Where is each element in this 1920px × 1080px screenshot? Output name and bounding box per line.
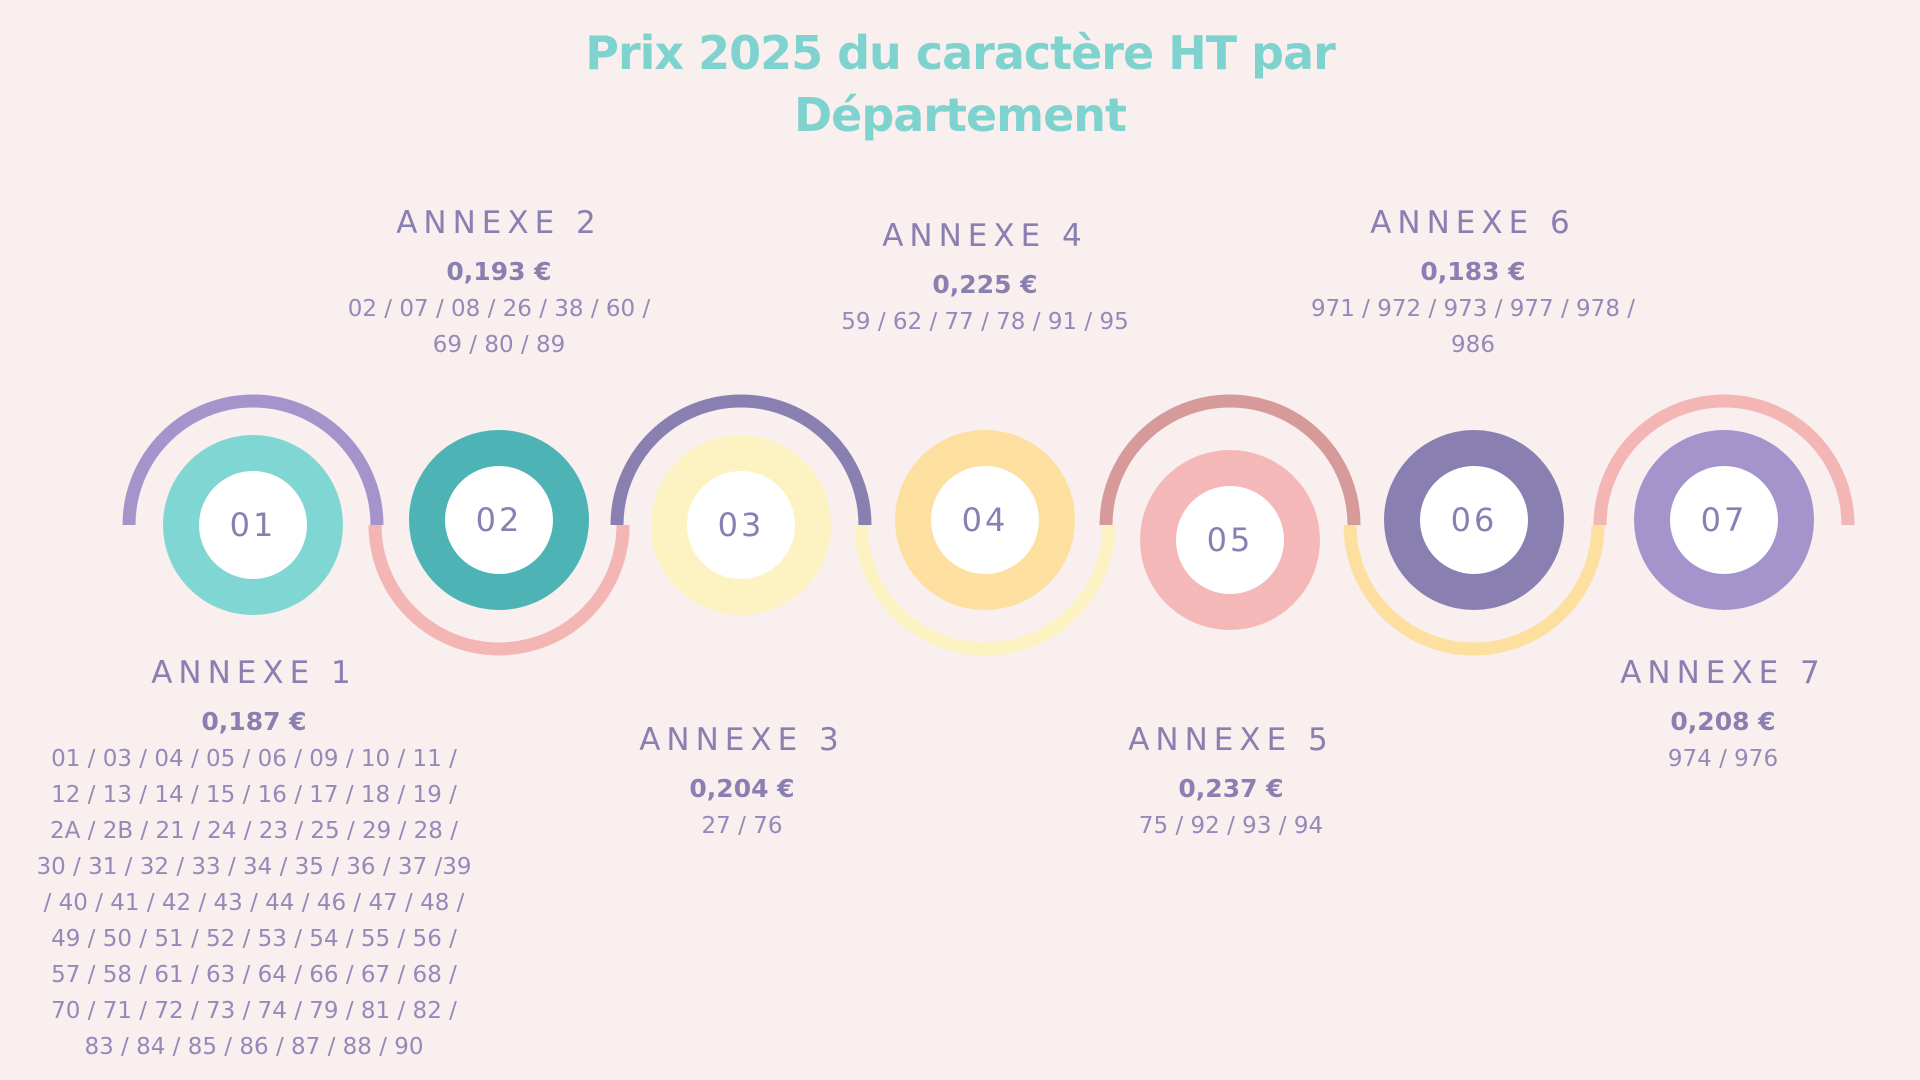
annexe-2-departments: 02 / 07 / 08 / 26 / 38 / 60 / 69 / 80 / … — [347, 296, 651, 358]
connector-arc-06 — [1343, 524, 1605, 656]
connector-arc-03 — [610, 394, 872, 526]
step-center-02 — [445, 466, 553, 574]
annexe-1-title: ANNEXE 1 — [151, 655, 357, 691]
annexe-3-departments: 27 / 76 — [701, 813, 783, 839]
step-number-03: 03 — [718, 506, 765, 544]
annexe-1-price: 0,187 € — [201, 707, 307, 736]
step-number-04: 04 — [962, 501, 1009, 539]
page-title: Prix 2025 du caractère HT par Départemen… — [0, 22, 1920, 146]
annexe-7-departments: 974 / 976 — [1667, 746, 1779, 772]
step-node-03: 03 — [651, 435, 831, 615]
annexe-7-title: ANNEXE 7 — [1620, 655, 1826, 691]
connector-arc-04 — [854, 524, 1116, 656]
annexe-3-price: 0,204 € — [689, 774, 795, 803]
step-node-06: 06 — [1384, 430, 1564, 610]
annexe-4-departments: 59 / 62 / 77 / 78 / 91 / 95 — [841, 309, 1129, 335]
connector-arc-07 — [1593, 394, 1855, 526]
annexe-6-block: ANNEXE 6 0,183 € 971 / 972 / 973 / 977 /… — [1253, 203, 1693, 363]
step-number-02: 02 — [476, 501, 523, 539]
annexe-4-price: 0,225 € — [932, 270, 1038, 299]
annexe-2-price: 0,193 € — [446, 257, 552, 286]
step-center-01 — [199, 471, 307, 579]
annexe-1-departments: 01 / 03 / 04 / 05 / 06 / 09 / 10 / 11 / … — [36, 746, 472, 1060]
annexe-6-title: ANNEXE 6 — [1370, 205, 1576, 241]
connector-arc-01 — [122, 394, 384, 526]
annexe-7-price: 0,208 € — [1670, 707, 1776, 736]
connector-arc-05 — [1099, 394, 1361, 526]
annexe-5-price: 0,237 € — [1178, 774, 1284, 803]
annexe-6-departments: 971 / 972 / 973 / 977 / 978 / 986 — [1310, 296, 1636, 358]
annexe-4-title: ANNEXE 4 — [882, 218, 1088, 254]
annexe-2-title: ANNEXE 2 — [396, 205, 602, 241]
step-center-04 — [931, 466, 1039, 574]
step-node-07: 07 — [1634, 430, 1814, 610]
annexe-5-block: ANNEXE 5 0,237 € 75 / 92 / 93 / 94 — [1011, 720, 1451, 844]
step-node-01: 01 — [163, 435, 343, 615]
annexe-5-title: ANNEXE 5 — [1128, 722, 1334, 758]
step-center-07 — [1670, 466, 1778, 574]
annexe-1-block: ANNEXE 1 0,187 € 01 / 03 / 04 / 05 / 06 … — [34, 653, 474, 1065]
annexe-5-departments: 75 / 92 / 93 / 94 — [1138, 813, 1324, 839]
title-line-1: Prix 2025 du caractère HT par — [585, 26, 1336, 80]
step-number-05: 05 — [1207, 521, 1254, 559]
annexe-3-block: ANNEXE 3 0,204 € 27 / 76 — [522, 720, 962, 844]
title-line-2: Département — [793, 88, 1127, 142]
step-node-05: 05 — [1140, 450, 1320, 630]
annexe-6-price: 0,183 € — [1420, 257, 1526, 286]
annexe-3-title: ANNEXE 3 — [639, 722, 845, 758]
annexe-7-block: ANNEXE 7 0,208 € 974 / 976 — [1503, 653, 1920, 777]
step-center-06 — [1420, 466, 1528, 574]
annexe-2-block: ANNEXE 2 0,193 € 02 / 07 / 08 / 26 / 38 … — [279, 203, 719, 363]
connector-arc-02 — [368, 524, 630, 656]
step-node-02: 02 — [409, 430, 589, 610]
step-center-03 — [687, 471, 795, 579]
step-number-01: 01 — [230, 506, 277, 544]
step-number-06: 06 — [1451, 501, 1498, 539]
annexe-4-block: ANNEXE 4 0,225 € 59 / 62 / 77 / 78 / 91 … — [765, 216, 1205, 340]
step-center-05 — [1176, 486, 1284, 594]
step-node-04: 04 — [895, 430, 1075, 610]
step-number-07: 07 — [1701, 501, 1748, 539]
